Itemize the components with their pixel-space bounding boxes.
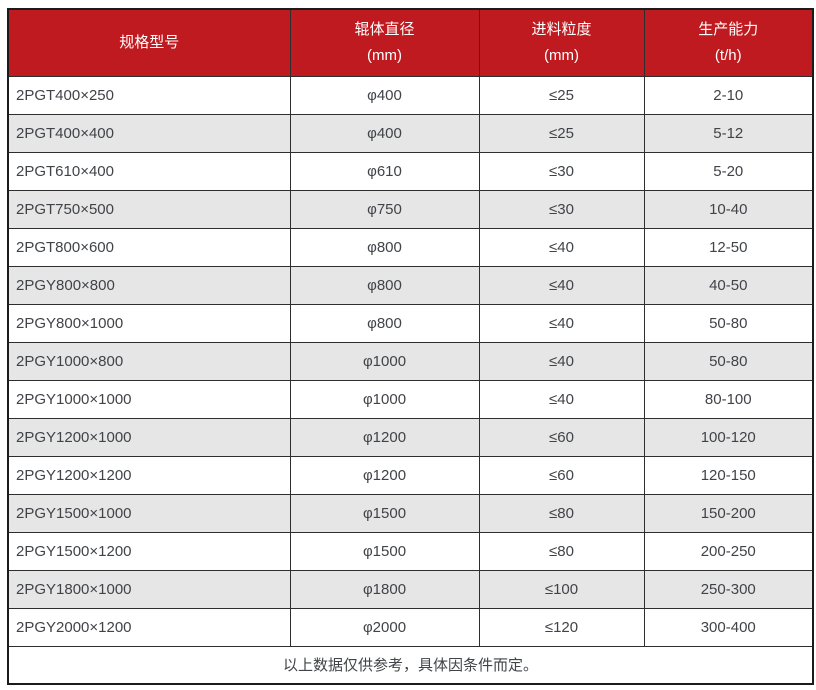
cell-roller-diameter: φ400 <box>289 113 480 153</box>
column-header-capacity-label: 生产能力 <box>698 20 759 38</box>
cell-feed-size: ≤25 <box>478 113 645 153</box>
table-row: 2PGY1200×1200 φ1200 ≤60 120-150 <box>7 455 814 495</box>
cell-feed-size: ≤30 <box>478 189 645 229</box>
table-body: 2PGT400×250 φ400 ≤25 2-10 2PGT400×400 φ4… <box>7 75 814 647</box>
cell-roller-diameter: φ750 <box>289 189 480 229</box>
cell-roller-diameter: φ2000 <box>289 607 480 647</box>
table-row: 2PGT610×400 φ610 ≤30 5-20 <box>7 151 814 191</box>
cell-capacity: 2-10 <box>643 75 814 115</box>
cell-feed-size: ≤100 <box>478 569 645 609</box>
table-row: 2PGT400×400 φ400 ≤25 5-12 <box>7 113 814 153</box>
cell-roller-diameter: φ610 <box>289 151 480 191</box>
cell-feed-size: ≤60 <box>478 417 645 457</box>
cell-model: 2PGY1800×1000 <box>7 569 291 609</box>
cell-model: 2PGT610×400 <box>7 151 291 191</box>
cell-model: 2PGY800×800 <box>7 265 291 305</box>
table-row: 2PGT750×500 φ750 ≤30 10-40 <box>7 189 814 229</box>
table-row: 2PGY1000×800 φ1000 ≤40 50-80 <box>7 341 814 381</box>
footer-row: 以上数据仅供参考，具体因条件而定。 <box>7 645 814 685</box>
table-row: 2PGY1800×1000 φ1800 ≤100 250-300 <box>7 569 814 609</box>
cell-roller-diameter: φ800 <box>289 265 480 305</box>
cell-roller-diameter: φ800 <box>289 303 480 343</box>
cell-capacity: 5-20 <box>643 151 814 191</box>
cell-capacity: 80-100 <box>643 379 814 419</box>
cell-model: 2PGY1500×1000 <box>7 493 291 533</box>
table-row: 2PGT400×250 φ400 ≤25 2-10 <box>7 75 814 115</box>
cell-model: 2PGT800×600 <box>7 227 291 267</box>
column-header-capacity-unit: (t/h) <box>714 46 742 64</box>
column-header-model-label: 规格型号 <box>119 33 180 51</box>
column-header-capacity: 生产能力 (t/h) <box>643 8 814 77</box>
cell-feed-size: ≤40 <box>478 303 645 343</box>
cell-capacity: 10-40 <box>643 189 814 229</box>
cell-model: 2PGT750×500 <box>7 189 291 229</box>
column-header-roller-diameter-label: 辊体直径 <box>354 20 415 38</box>
table-row: 2PGY1500×1000 φ1500 ≤80 150-200 <box>7 493 814 533</box>
table-row: 2PGY2000×1200 φ2000 ≤120 300-400 <box>7 607 814 647</box>
cell-capacity: 50-80 <box>643 341 814 381</box>
cell-capacity: 100-120 <box>643 417 814 457</box>
cell-feed-size: ≤60 <box>478 455 645 495</box>
cell-roller-diameter: φ1800 <box>289 569 480 609</box>
cell-model: 2PGY2000×1200 <box>7 607 291 647</box>
cell-feed-size: ≤40 <box>478 341 645 381</box>
cell-capacity: 200-250 <box>643 531 814 571</box>
cell-capacity: 120-150 <box>643 455 814 495</box>
cell-capacity: 5-12 <box>643 113 814 153</box>
cell-feed-size: ≤30 <box>478 151 645 191</box>
table-row: 2PGY1200×1000 φ1200 ≤60 100-120 <box>7 417 814 457</box>
cell-feed-size: ≤120 <box>478 607 645 647</box>
column-header-feed-size-unit: (mm) <box>544 46 579 64</box>
cell-roller-diameter: φ400 <box>289 75 480 115</box>
cell-roller-diameter: φ1500 <box>289 531 480 571</box>
cell-capacity: 50-80 <box>643 303 814 343</box>
cell-capacity: 150-200 <box>643 493 814 533</box>
column-header-model: 规格型号 <box>7 8 291 77</box>
table-row: 2PGT800×600 φ800 ≤40 12-50 <box>7 227 814 267</box>
cell-roller-diameter: φ1200 <box>289 455 480 495</box>
header-row: 规格型号 辊体直径 (mm) 进料粒度 (mm) 生产能力 (t/h) <box>7 8 814 77</box>
cell-roller-diameter: φ1500 <box>289 493 480 533</box>
cell-model: 2PGY1500×1200 <box>7 531 291 571</box>
footer-note: 以上数据仅供参考，具体因条件而定。 <box>7 645 814 685</box>
table-footer: 以上数据仅供参考，具体因条件而定。 <box>7 645 814 685</box>
cell-model: 2PGY1000×800 <box>7 341 291 381</box>
cell-model: 2PGT400×400 <box>7 113 291 153</box>
table-header: 规格型号 辊体直径 (mm) 进料粒度 (mm) 生产能力 (t/h) <box>7 8 814 77</box>
table-row: 2PGY800×1000 φ800 ≤40 50-80 <box>7 303 814 343</box>
spec-table: 规格型号 辊体直径 (mm) 进料粒度 (mm) 生产能力 (t/h) 2PGT… <box>7 8 814 685</box>
table-row: 2PGY1500×1200 φ1500 ≤80 200-250 <box>7 531 814 571</box>
column-header-roller-diameter: 辊体直径 (mm) <box>289 8 480 77</box>
cell-feed-size: ≤40 <box>478 227 645 267</box>
cell-roller-diameter: φ1000 <box>289 341 480 381</box>
cell-roller-diameter: φ800 <box>289 227 480 267</box>
cell-model: 2PGY1000×1000 <box>7 379 291 419</box>
cell-feed-size: ≤40 <box>478 379 645 419</box>
cell-model: 2PGY1200×1200 <box>7 455 291 495</box>
cell-model: 2PGY1200×1000 <box>7 417 291 457</box>
table-row: 2PGY1000×1000 φ1000 ≤40 80-100 <box>7 379 814 419</box>
cell-roller-diameter: φ1200 <box>289 417 480 457</box>
cell-feed-size: ≤25 <box>478 75 645 115</box>
cell-feed-size: ≤80 <box>478 531 645 571</box>
cell-capacity: 12-50 <box>643 227 814 267</box>
cell-capacity: 40-50 <box>643 265 814 305</box>
cell-capacity: 300-400 <box>643 607 814 647</box>
cell-feed-size: ≤80 <box>478 493 645 533</box>
cell-feed-size: ≤40 <box>478 265 645 305</box>
cell-capacity: 250-300 <box>643 569 814 609</box>
column-header-roller-diameter-unit: (mm) <box>367 46 402 64</box>
cell-model: 2PGT400×250 <box>7 75 291 115</box>
cell-model: 2PGY800×1000 <box>7 303 291 343</box>
cell-roller-diameter: φ1000 <box>289 379 480 419</box>
table-row: 2PGY800×800 φ800 ≤40 40-50 <box>7 265 814 305</box>
column-header-feed-size-label: 进料粒度 <box>531 20 592 38</box>
column-header-feed-size: 进料粒度 (mm) <box>478 8 645 77</box>
